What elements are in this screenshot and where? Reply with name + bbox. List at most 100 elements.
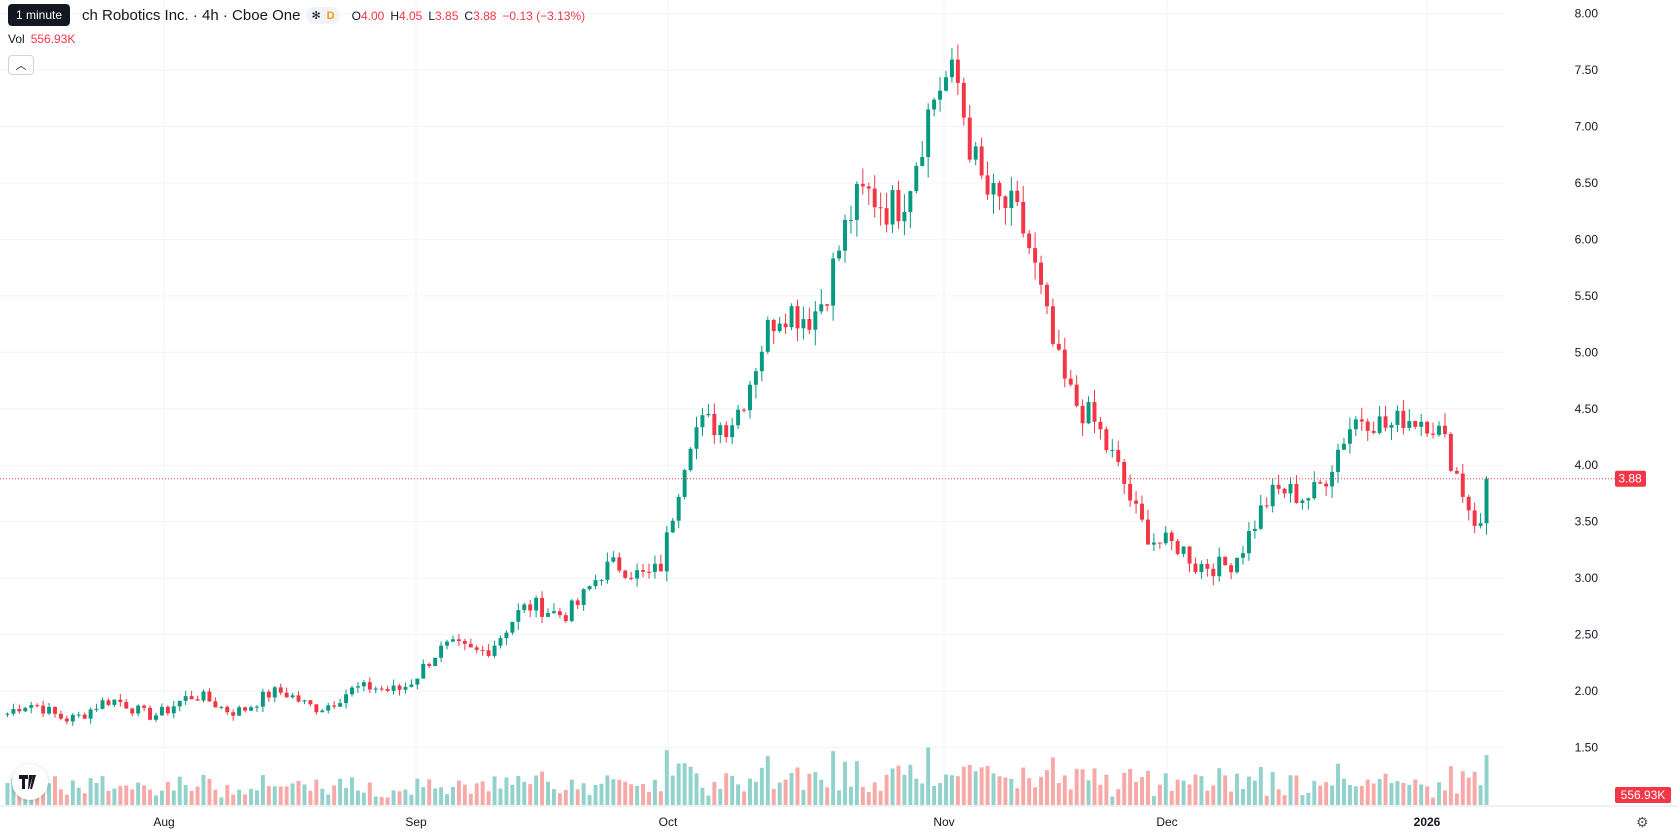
candle-body <box>837 250 842 259</box>
volume-bar <box>58 789 63 805</box>
candle-body <box>373 688 378 690</box>
candle-body <box>76 714 81 716</box>
candle-body <box>355 686 360 688</box>
volume-bar <box>391 790 396 805</box>
candle-body <box>468 643 473 648</box>
candle-body <box>326 705 331 711</box>
candle-body <box>1377 416 1382 433</box>
candle-body <box>385 688 390 691</box>
volume-bar <box>1276 789 1281 805</box>
candle-body <box>445 641 449 646</box>
candle-body <box>629 577 634 579</box>
y-tick-label: 2.00 <box>1575 684 1599 698</box>
candle-body <box>344 694 349 704</box>
candle-body <box>415 678 420 685</box>
candle-body <box>1235 557 1240 573</box>
volume-bar <box>231 794 236 805</box>
candle-body <box>1229 565 1234 573</box>
candle-body <box>540 597 545 617</box>
volume-bar <box>492 776 497 805</box>
volume-bar <box>278 786 283 805</box>
volume-bar <box>587 794 592 805</box>
candle-body <box>1389 424 1394 428</box>
volume-bar <box>403 789 408 805</box>
candle-body <box>136 705 141 714</box>
candle-body <box>884 208 889 225</box>
candle-body <box>878 207 883 209</box>
volume-bar <box>623 781 628 805</box>
candle-body <box>742 409 746 411</box>
candle-body <box>831 258 836 306</box>
x-tick-label: Dec <box>1156 815 1177 829</box>
volume-bar <box>373 796 378 805</box>
candle-body <box>124 701 129 709</box>
volume-bar <box>486 791 491 805</box>
candle-body <box>551 611 556 614</box>
candle-body <box>1193 563 1198 573</box>
candle-body <box>82 714 87 719</box>
candle-body <box>1033 248 1038 263</box>
candle-body <box>1252 528 1257 532</box>
candle-body <box>1223 556 1228 566</box>
gear-icon[interactable]: ⚙ <box>1636 814 1649 830</box>
volume-bar <box>1045 770 1049 805</box>
candle-body <box>658 563 663 572</box>
volume-bar <box>1110 796 1115 805</box>
candle-body <box>1264 505 1269 507</box>
candle-body <box>635 570 640 579</box>
delayed-badge: D <box>326 9 335 22</box>
candle-body <box>777 323 782 332</box>
data-status-pill[interactable]: ✻ D <box>306 7 340 24</box>
candle-body <box>902 212 907 222</box>
volume-bar <box>1466 777 1471 805</box>
tradingview-logo-icon[interactable] <box>12 764 48 800</box>
candle-body <box>652 563 657 572</box>
candle-body <box>1383 416 1388 428</box>
volume-bar <box>480 781 485 805</box>
candle-body <box>421 663 426 679</box>
candle-body <box>611 557 616 562</box>
volume-bar <box>266 786 271 805</box>
volume-bar <box>837 790 842 805</box>
candle-body <box>1062 349 1067 379</box>
candle-body <box>1258 505 1263 529</box>
volume-bar <box>682 763 687 805</box>
candle-body <box>676 496 681 521</box>
volume-bar <box>742 791 746 805</box>
candle-body <box>1122 461 1127 484</box>
x-tick-label: Nov <box>933 815 954 829</box>
volume-bar <box>249 788 253 805</box>
candle-body <box>534 597 539 611</box>
candle-body <box>860 183 865 187</box>
volume-bar <box>557 793 562 805</box>
candle-body <box>439 645 444 658</box>
volume-bar <box>451 787 455 805</box>
candle-body <box>718 425 723 436</box>
volume-bar <box>1448 766 1453 805</box>
volume-bar <box>308 790 313 805</box>
candle-body <box>872 188 877 208</box>
symbol-title[interactable]: ch Robotics Inc. · 4h · Cboe One <box>82 7 301 24</box>
collapse-legend-button[interactable]: ︿ <box>8 55 34 75</box>
candle-body <box>1413 421 1418 427</box>
volume-bar <box>1039 776 1043 805</box>
candle-body <box>1365 421 1370 431</box>
candle-body <box>1145 519 1150 545</box>
volume-bar <box>522 781 527 805</box>
candle-body <box>58 713 63 719</box>
candle-body <box>284 692 289 698</box>
volume-bar <box>35 795 40 805</box>
volume-bar <box>967 765 972 805</box>
volume-bar <box>1288 775 1293 805</box>
volume-bar <box>617 779 622 805</box>
volume-bar <box>860 786 865 805</box>
candle-body <box>706 413 711 416</box>
volume-bar <box>629 784 634 805</box>
y-tick-label: 8.00 <box>1575 7 1599 21</box>
candle-body <box>1104 429 1109 451</box>
candle-body <box>195 699 200 701</box>
volume-bar <box>1104 774 1109 805</box>
candle-body <box>47 706 52 714</box>
volume-bar <box>872 782 877 805</box>
